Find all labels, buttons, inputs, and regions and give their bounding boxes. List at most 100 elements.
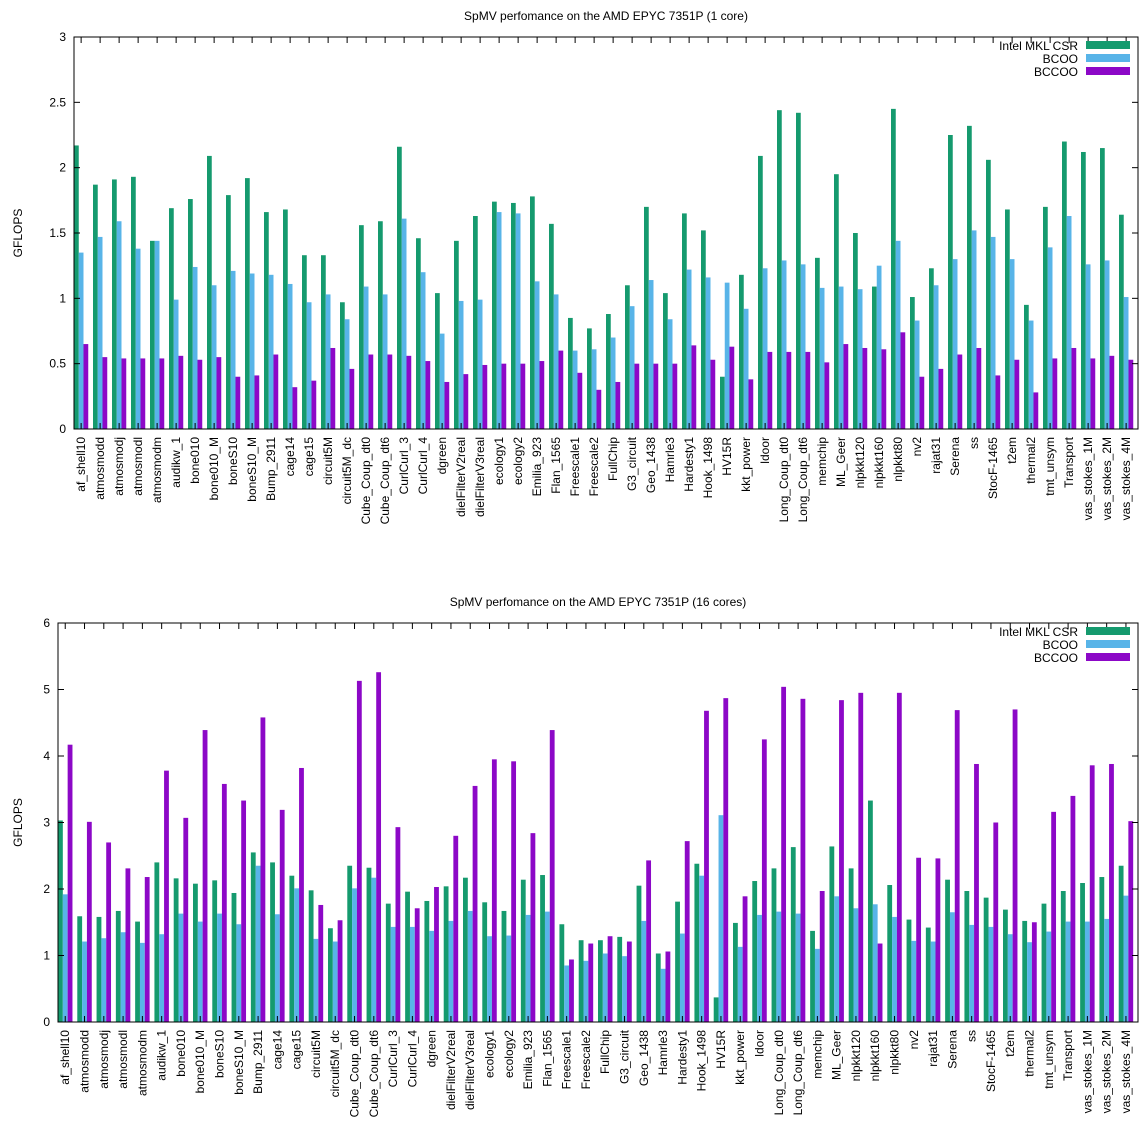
bar [800,698,806,1022]
bar [815,257,820,429]
bar [482,902,488,1022]
x-tick-label: FullChip [598,1030,612,1074]
bar [78,252,84,429]
bar [83,344,89,429]
bar [359,225,364,429]
bar [891,108,896,430]
bar [135,921,140,1022]
legend-label: Intel MKL CSR [999,39,1078,53]
bar [1104,918,1110,1022]
x-tick-label: Geo_1438 [644,437,658,493]
bar [112,179,117,429]
bar [577,372,583,429]
bar [1062,141,1067,429]
bar [183,817,189,1022]
bar [294,888,300,1022]
bar [876,265,882,429]
bar [636,885,642,1022]
bar [1109,355,1115,429]
chart-panel-1-core: SpMV perfomance on the AMD EPYC 7351P (1… [11,9,1139,525]
bar [487,936,492,1022]
x-tick-label: Freescale1 [568,437,582,497]
bar [318,904,324,1022]
bar [887,885,893,1022]
bar [699,875,705,1022]
x-tick-label: ecology1 [483,1030,497,1078]
bar [694,863,700,1022]
bar [1033,392,1039,429]
bar [77,916,83,1022]
bar [420,272,426,429]
bar [757,914,762,1022]
x-tick-label: Freescale2 [579,1030,593,1090]
bar [274,914,280,1022]
bar [819,891,825,1022]
bar [737,946,743,1022]
bar [583,960,589,1022]
bar [202,730,208,1022]
bar [534,281,540,429]
bar [625,285,630,429]
bar [458,300,464,429]
bar [781,260,787,429]
bar [62,894,68,1022]
bar [829,846,835,1022]
bar [914,320,920,429]
bar [86,821,92,1022]
bar [655,953,661,1022]
x-tick-label: audikw_1 [169,437,183,488]
bar [289,875,295,1022]
bar [382,294,388,429]
bar [1084,921,1090,1022]
bar [188,199,193,429]
x-tick-label: kkt_power [733,1030,747,1085]
y-tick-label: 2.5 [49,95,66,109]
bar [771,868,777,1022]
x-tick-label: boneS10_M [245,437,259,502]
bar [443,886,449,1022]
bar [596,389,602,429]
x-tick-label: bone010_M [207,437,221,500]
bar [492,201,497,429]
bar [892,916,897,1022]
bar [834,174,839,429]
bar [1085,264,1091,429]
bar [686,269,692,429]
bar [1009,259,1015,429]
bar [178,913,184,1022]
x-tick-label: nlpkkt80 [891,437,905,482]
bar [125,868,131,1022]
bar [131,176,136,429]
bar [356,680,362,1022]
bar [58,820,63,1022]
x-tick-label: cage15 [290,1030,304,1070]
bar [691,345,697,429]
x-tick-label: circuit5M_dc [328,1030,342,1097]
x-tick-label: Cube_Coup_dt6 [378,437,392,525]
bar [938,368,944,429]
bar [378,221,383,429]
bar [743,308,749,429]
bar [192,266,198,429]
bar [834,896,840,1022]
bar [67,744,73,1022]
bar [644,206,649,429]
bar [197,359,203,429]
bar [1099,877,1105,1022]
x-tick-label: ecology1 [492,437,506,485]
bar [349,368,355,429]
x-tick-label: atmosmodj [112,437,126,496]
bar [1051,811,1057,1022]
bar [705,277,711,429]
y-tick-label: 2 [59,161,66,175]
bar [236,924,242,1022]
x-tick-label: ecology2 [511,437,525,485]
x-tick-label: ML_Geer [834,437,848,487]
bar [949,912,955,1022]
x-tick-label: dielFilterV3real [473,437,487,517]
x-tick-label: t2em [1005,437,1019,464]
bar [1052,358,1058,429]
bar [916,857,922,1022]
x-tick-label: memchip [810,1030,824,1079]
bar [506,935,512,1022]
